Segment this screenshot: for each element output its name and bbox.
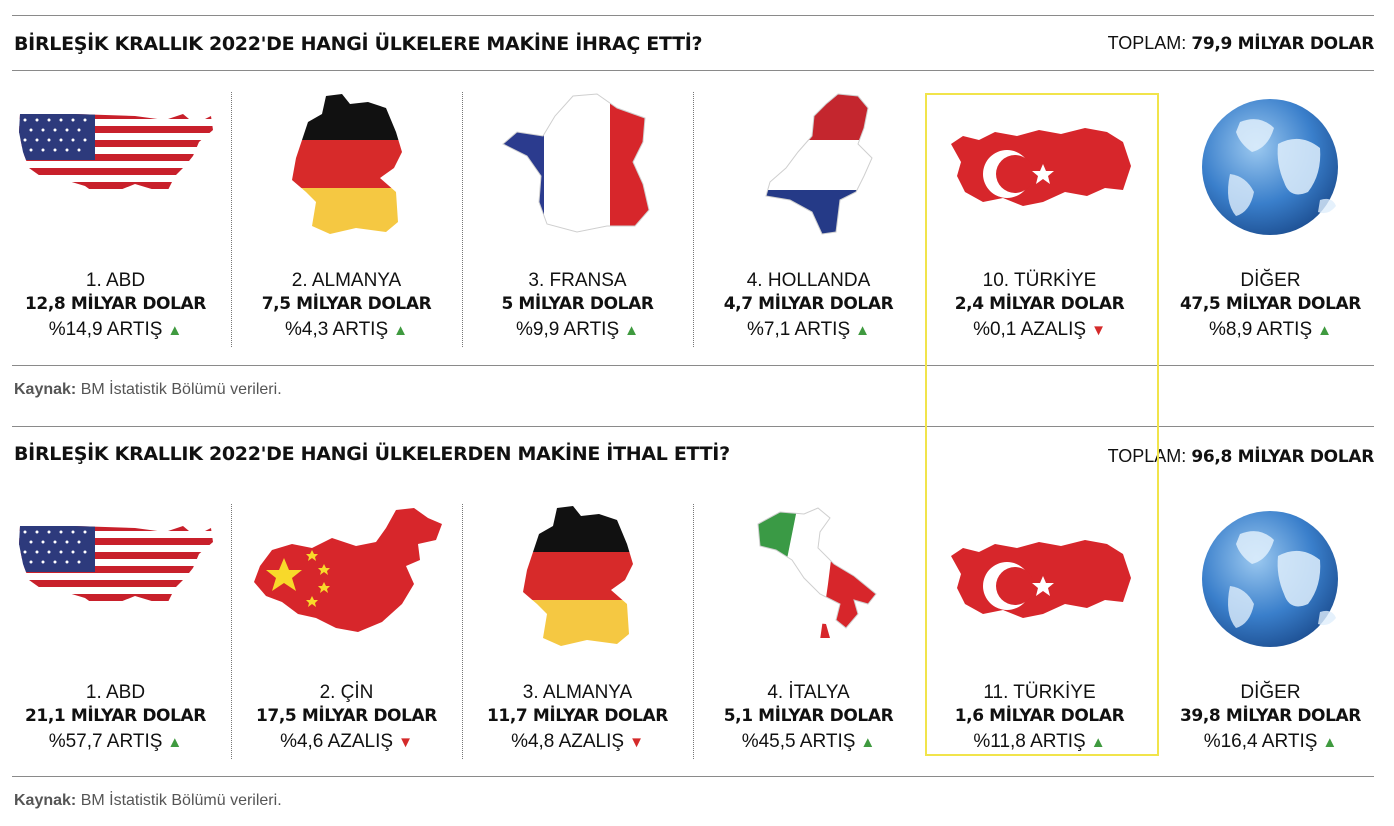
- up-arrow-icon: ▲: [860, 734, 876, 751]
- export-title-rule: [12, 70, 1374, 71]
- item-change: %0,1 AZALIŞ ▼: [973, 319, 1106, 340]
- item-rank: 4. İTALYA: [767, 682, 850, 703]
- up-arrow-icon: ▲: [855, 322, 870, 339]
- item-rank: 2. ÇİN: [319, 682, 374, 703]
- item-change: %4,8 AZALIŞ ▼: [511, 731, 644, 752]
- item-rank: 1. ABD: [85, 682, 146, 703]
- export-bottom-rule: [12, 365, 1374, 366]
- item-change: %16,4 ARTIŞ ▲: [1203, 731, 1338, 752]
- item-value: 47,5 MİLYAR DOLAR: [1180, 294, 1361, 314]
- item-change: %9,9 ARTIŞ ▲: [515, 319, 639, 340]
- export-item-germany: 2. ALMANYA 7,5 MİLYAR DOLAR %4,3 ARTIŞ ▲: [231, 92, 462, 347]
- down-arrow-icon: ▼: [1091, 322, 1106, 339]
- import-item-china: 2. ÇİN 17,5 MİLYAR DOLAR %4,6 AZALIŞ ▼: [231, 504, 462, 759]
- globe-icon: [1202, 511, 1338, 647]
- item-rank: 11. TÜRKİYE: [983, 682, 1096, 703]
- item-rank: 3. FRANSA: [528, 270, 627, 291]
- up-arrow-icon: ▲: [1317, 322, 1332, 339]
- export-item-france: 3. FRANSA 5 MİLYAR DOLAR %9,9 ARTIŞ ▲: [462, 92, 693, 347]
- column-divider: [693, 504, 694, 759]
- item-rank: 1. ABD: [85, 270, 146, 291]
- up-arrow-icon: ▲: [624, 322, 639, 339]
- usa-flag-map-icon: [19, 526, 213, 608]
- item-change: %7,1 ARTIŞ ▲: [746, 319, 870, 340]
- turkey-flag-map-icon: [951, 540, 1131, 618]
- item-value: 12,8 MİLYAR DOLAR: [25, 294, 206, 314]
- item-rank: 10. TÜRKİYE: [982, 270, 1097, 291]
- import-item-turkey: 11. TÜRKİYE 1,6 MİLYAR DOLAR %11,8 ARTIŞ…: [924, 504, 1155, 759]
- item-rank: DİĞER: [1240, 270, 1301, 291]
- column-divider: [231, 504, 232, 759]
- germany-flag-map-icon: [523, 506, 633, 646]
- item-value: 5 MİLYAR DOLAR: [501, 294, 654, 314]
- italy-flag-map-icon: [757, 507, 877, 638]
- column-divider: [231, 92, 232, 347]
- item-value: 11,7 MİLYAR DOLAR: [487, 706, 668, 726]
- item-value: 17,5 MİLYAR DOLAR: [256, 706, 437, 726]
- import-total: TOPLAM: 96,8 MİLYAR DOLAR: [1107, 446, 1375, 467]
- import-row: 1. ABD 21,1 MİLYAR DOLAR %57,7 ARTIŞ ▲ 2.…: [0, 504, 1394, 759]
- import-item-germany: 3. ALMANYA 11,7 MİLYAR DOLAR %4,8 AZALIŞ…: [462, 504, 693, 759]
- import-item-other: DİĞER 39,8 MİLYAR DOLAR %16,4 ARTIŞ ▲: [1155, 504, 1386, 759]
- up-arrow-icon: ▲: [167, 734, 183, 751]
- globe-icon: [1202, 99, 1338, 235]
- down-arrow-icon: ▼: [398, 734, 413, 751]
- column-divider: [462, 504, 463, 759]
- item-value: 1,6 MİLYAR DOLAR: [954, 706, 1125, 726]
- item-value: 4,7 MİLYAR DOLAR: [723, 294, 894, 314]
- up-arrow-icon: ▲: [393, 322, 408, 339]
- turkey-flag-map-icon: [951, 128, 1131, 206]
- up-arrow-icon: ▲: [1090, 734, 1106, 751]
- import-item-usa: 1. ABD 21,1 MİLYAR DOLAR %57,7 ARTIŞ ▲: [0, 504, 231, 759]
- item-change: %14,9 ARTIŞ ▲: [48, 319, 183, 340]
- item-value: 39,8 MİLYAR DOLAR: [1180, 706, 1361, 726]
- top-rule: [12, 15, 1374, 16]
- france-flag-map-icon: [502, 93, 650, 233]
- item-change: %4,6 AZALIŞ ▼: [280, 731, 413, 752]
- import-title: BİRLEŞİK KRALLIK 2022'DE HANGİ ÜLKELERDE…: [14, 443, 730, 465]
- import-bottom-rule: [12, 776, 1374, 777]
- export-item-turkey: 10. TÜRKİYE 2,4 MİLYAR DOLAR %0,1 AZALIŞ…: [924, 92, 1155, 347]
- column-divider: [693, 92, 694, 347]
- export-item-other: DİĞER 47,5 MİLYAR DOLAR %8,9 ARTIŞ ▲: [1155, 92, 1386, 347]
- item-value: 7,5 MİLYAR DOLAR: [261, 294, 432, 314]
- item-change: %57,7 ARTIŞ ▲: [48, 731, 183, 752]
- export-item-usa: 1. ABD 12,8 MİLYAR DOLAR %14,9 ARTIŞ ▲: [0, 92, 231, 347]
- china-flag-map-icon: [254, 508, 442, 632]
- export-item-netherlands: 4. HOLLANDA 4,7 MİLYAR DOLAR %7,1 ARTIŞ ▲: [693, 92, 924, 347]
- item-change: %8,9 ARTIŞ ▲: [1208, 319, 1332, 340]
- usa-flag-map-icon: [19, 114, 213, 196]
- export-row: 1. ABD 12,8 MİLYAR DOLAR %14,9 ARTIŞ ▲ 2.…: [0, 92, 1394, 347]
- item-rank: 4. HOLLANDA: [746, 270, 871, 291]
- germany-flag-map-icon: [292, 94, 402, 234]
- item-value: 21,1 MİLYAR DOLAR: [25, 706, 206, 726]
- item-rank: DİĞER: [1240, 682, 1301, 703]
- export-total: TOPLAM: 79,9 MİLYAR DOLAR: [1107, 33, 1375, 54]
- up-arrow-icon: ▲: [167, 322, 183, 339]
- item-rank: 3. ALMANYA: [522, 682, 633, 703]
- item-change: %4,3 ARTIŞ ▲: [284, 319, 408, 340]
- down-arrow-icon: ▼: [629, 734, 644, 751]
- item-change: %45,5 ARTIŞ ▲: [741, 731, 876, 752]
- item-change: %11,8 ARTIŞ ▲: [973, 731, 1106, 752]
- import-source: Kaynak: BM İstatistik Bölümü verileri.: [14, 792, 282, 809]
- import-item-italy: 4. İTALYA 5,1 MİLYAR DOLAR %45,5 ARTIŞ ▲: [693, 504, 924, 759]
- up-arrow-icon: ▲: [1322, 734, 1338, 751]
- item-value: 2,4 MİLYAR DOLAR: [954, 294, 1125, 314]
- import-top-rule: [12, 426, 1374, 427]
- item-rank: 2. ALMANYA: [291, 270, 402, 291]
- export-source: Kaynak: BM İstatistik Bölümü verileri.: [14, 381, 282, 398]
- item-value: 5,1 MİLYAR DOLAR: [723, 706, 894, 726]
- column-divider: [462, 92, 463, 347]
- netherlands-flag-map-icon: [765, 93, 873, 235]
- export-title: BİRLEŞİK KRALLIK 2022'DE HANGİ ÜLKELERE …: [14, 33, 703, 55]
